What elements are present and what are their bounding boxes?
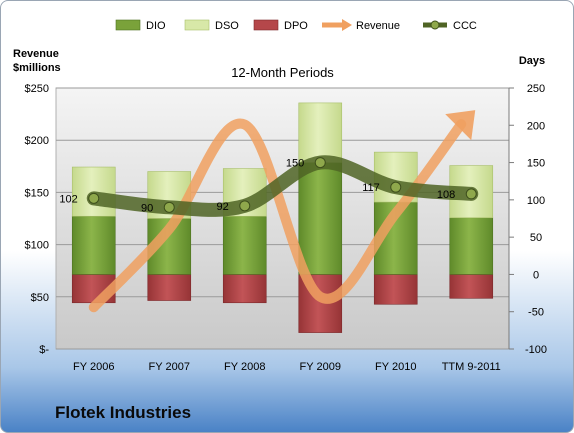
bar-dpo xyxy=(147,274,192,301)
y-left-axis-label-line2: $millions xyxy=(13,62,61,74)
ccc-marker xyxy=(314,157,326,169)
ccc-marker xyxy=(239,200,251,212)
y-right-tick-label: -50 xyxy=(528,307,544,319)
x-tick-label: TTM 9-2011 xyxy=(442,361,501,373)
y-left-tick-label: $- xyxy=(39,344,49,356)
bar-dpo xyxy=(222,274,267,304)
y-right-tick-label: 0 xyxy=(533,269,539,281)
legend-swatch-dso xyxy=(184,19,210,31)
bar-dpo xyxy=(373,274,418,305)
y-right-tick-label: 100 xyxy=(527,195,545,207)
bar-dpo xyxy=(449,274,494,299)
y-left-axis-label-line1: Revenue xyxy=(13,48,59,60)
ccc-marker xyxy=(163,201,175,213)
y-right-tick-label: 250 xyxy=(527,83,545,95)
legend-swatch-ccc-marker xyxy=(430,20,440,30)
y-right-tick-label: 150 xyxy=(527,158,545,170)
y-left-tick-label: $50 xyxy=(31,292,49,304)
company-name: Flotek Industries xyxy=(55,403,192,422)
legend-label-dpo: DPO xyxy=(284,20,308,32)
ccc-data-label: 108 xyxy=(437,189,455,201)
ccc-data-label: 92 xyxy=(217,201,229,213)
y-left-tick-label: $250 xyxy=(25,83,49,95)
bar-dio xyxy=(449,217,494,275)
y-left-tick-label: $150 xyxy=(25,187,49,199)
x-tick-label: FY 2010 xyxy=(375,361,416,373)
legend-swatch-dio xyxy=(115,19,141,31)
x-tick-label: FY 2006 xyxy=(73,361,114,373)
ccc-data-label: 117 xyxy=(362,182,380,194)
revenue-line xyxy=(88,118,467,313)
ccc-data-label: 150 xyxy=(286,158,304,170)
legend-swatch-revenue-arrow xyxy=(342,19,352,31)
ccc-marker xyxy=(390,181,402,193)
ccc-marker xyxy=(88,192,100,204)
legend-label-ccc: CCC xyxy=(453,20,477,32)
bar-dio xyxy=(71,215,116,275)
ccc-data-label: 90 xyxy=(141,202,153,214)
y-left-tick-label: $100 xyxy=(25,240,49,252)
legend-label-revenue: Revenue xyxy=(356,20,400,32)
x-tick-label: FY 2007 xyxy=(149,361,190,373)
x-tick-label: FY 2008 xyxy=(224,361,265,373)
legend-label-dso: DSO xyxy=(215,20,239,32)
legend-swatch-dpo xyxy=(253,19,279,31)
bar-dso xyxy=(298,102,343,163)
legend-label-dio: DIO xyxy=(146,20,166,32)
chart-title: 12-Month Periods xyxy=(231,65,334,80)
revenue-arrowhead xyxy=(445,110,476,141)
y-right-tick-label: 50 xyxy=(530,232,542,244)
x-tick-label: FY 2009 xyxy=(300,361,341,373)
bar-dio xyxy=(298,162,343,275)
y-left-tick-label: $200 xyxy=(25,135,49,147)
bar-dio xyxy=(222,215,267,275)
ccc-data-label: 102 xyxy=(59,193,77,205)
y-right-tick-label: -100 xyxy=(525,344,547,356)
y-right-axis-label: Days xyxy=(519,55,545,67)
y-right-tick-label: 200 xyxy=(527,120,545,132)
ccc-marker xyxy=(465,188,477,200)
